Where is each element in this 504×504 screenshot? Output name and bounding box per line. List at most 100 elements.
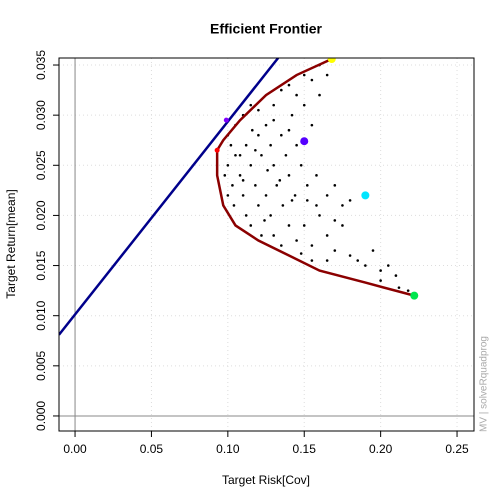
point [361,191,370,200]
x-tick-label: 0.00 [63,442,87,456]
point [244,214,248,217]
point [280,88,283,92]
point [278,179,282,182]
y-tick-label: 0.000 [34,401,48,431]
point [325,234,329,237]
point [386,264,390,267]
point [315,204,318,207]
point [327,58,336,64]
line [215,58,415,297]
point [223,117,229,123]
point [249,224,253,227]
y-tick-label: 0.025 [34,150,48,180]
point [394,274,398,277]
point [290,113,294,117]
y-tick-label: 0.020 [34,200,48,230]
point [348,199,352,202]
point [410,291,419,300]
point [310,259,314,262]
point [287,128,291,132]
point [379,269,382,272]
point [238,153,242,157]
point [364,264,367,267]
point [293,194,297,197]
point [315,174,318,177]
point [299,163,303,167]
point [275,184,279,187]
point [257,108,260,112]
point [249,163,253,167]
point [223,174,227,177]
line [59,58,280,336]
point [264,194,268,197]
point [290,199,294,202]
point [250,128,254,132]
point [406,289,410,292]
point [249,103,253,107]
point [280,133,283,137]
y-axis-label: Target Return[mean] [4,189,18,298]
point [310,123,314,127]
point [254,148,257,152]
plot-frame [58,57,475,432]
point [266,169,269,172]
y-tick-label: 0.030 [34,100,48,130]
point [287,174,291,177]
point [299,252,303,255]
point [305,199,309,202]
point [260,153,263,157]
plot-area [59,58,419,336]
point [244,143,248,147]
point [295,143,298,147]
point [260,234,263,237]
point [341,204,344,207]
x-tick-label: 0.20 [369,442,393,456]
point [310,78,314,82]
point [333,249,337,252]
point [305,184,309,187]
x-tick-label: 0.25 [445,442,469,456]
point [287,224,291,227]
point [302,224,306,227]
point [379,279,382,282]
annotation: MV | solveRquadprog [479,336,490,432]
point [300,137,309,146]
point [295,239,298,242]
point [231,184,234,187]
point [310,244,314,247]
point [302,103,306,107]
point [371,249,375,252]
point [234,153,237,157]
x-tick-label: 0.05 [140,442,164,456]
x-tick-label: 0.10 [216,442,240,456]
y-tick-label: 0.035 [34,50,48,80]
point [272,118,275,122]
point [272,103,275,107]
point [325,259,329,262]
y-tick-label: 0.005 [34,350,48,380]
y-tick-label: 0.010 [34,300,48,330]
point [269,143,272,147]
chart-title: Efficient Frontier [210,21,323,37]
point [287,83,291,87]
point [333,219,337,222]
point [318,214,321,217]
x-tick-label: 0.15 [293,442,317,456]
point [214,147,220,153]
point [281,204,285,207]
point [269,214,272,217]
point [348,254,352,257]
point [241,194,245,197]
point [397,286,401,289]
point [272,163,275,167]
point [226,163,230,167]
point [254,184,257,187]
point [325,194,329,197]
point [226,194,230,197]
point [229,143,233,147]
point [318,93,321,97]
point [257,204,260,207]
point [232,204,236,207]
point [238,174,242,177]
